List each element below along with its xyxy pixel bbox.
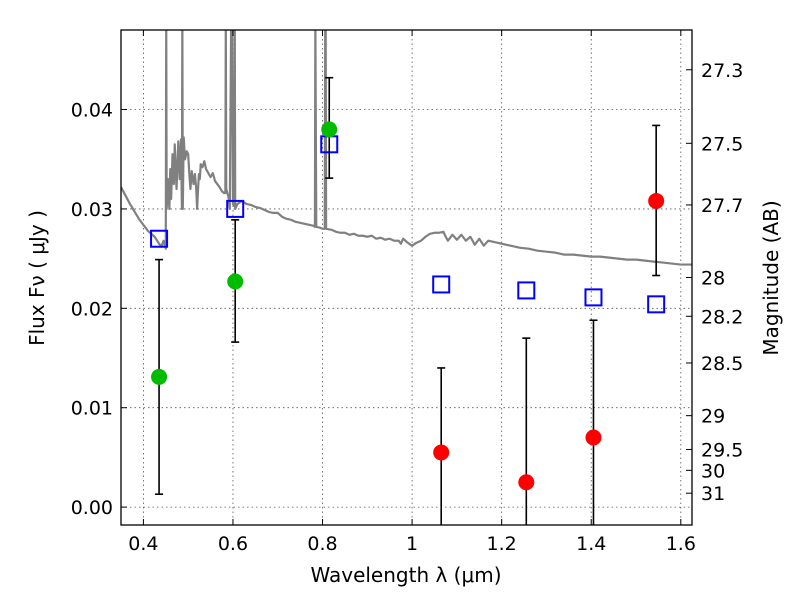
right-tick-label: 30 bbox=[701, 460, 725, 482]
right-tick-label: 28 bbox=[701, 268, 725, 290]
y-tick-label: 0.04 bbox=[71, 100, 113, 122]
right-tick-label: 27.7 bbox=[701, 195, 743, 217]
data-point bbox=[518, 474, 535, 491]
model-bandpass-square bbox=[432, 275, 451, 294]
x-tick-label: 0.8 bbox=[307, 533, 337, 555]
right-tick-label: 29.5 bbox=[701, 439, 743, 461]
data-point bbox=[648, 192, 665, 209]
model-bandpass-square bbox=[647, 295, 666, 314]
model-bandpass-square bbox=[150, 229, 169, 248]
x-axis-label: Wavelength λ (μm) bbox=[310, 563, 501, 587]
series-layer bbox=[121, 30, 692, 314]
x-tick-label: 0.4 bbox=[128, 533, 158, 555]
axis-ticks: 0.4 0.6 0.8 1 1.2 1.4 1.6 0.00 0.01 0.02 0.03 0.04 2… bbox=[71, 30, 743, 555]
x-tick-label: 1 bbox=[406, 533, 418, 555]
y-axis-label-left: Flux Fν ( μJy ) bbox=[25, 210, 49, 346]
y-tick-label: 0.01 bbox=[71, 398, 113, 420]
data-point bbox=[585, 429, 602, 446]
data-point bbox=[433, 444, 450, 461]
data-point bbox=[151, 368, 168, 385]
plot-frame bbox=[120, 29, 693, 526]
model-bandpass-square bbox=[226, 199, 245, 218]
right-tick-label: 28.5 bbox=[701, 353, 743, 375]
y-tick-label: 0.00 bbox=[71, 497, 113, 519]
errorbar-layer bbox=[151, 76, 665, 525]
right-tick-label: 28.2 bbox=[701, 306, 743, 328]
right-tick-label: 31 bbox=[701, 483, 725, 505]
right-tick-label: 29 bbox=[701, 406, 725, 428]
model-bandpass-square bbox=[584, 288, 603, 307]
model-bandpass-square bbox=[517, 281, 536, 300]
y-axis-label-right: Magnitude (AB) bbox=[759, 200, 783, 355]
right-tick-label: 27.3 bbox=[701, 60, 743, 82]
x-tick-label: 1.2 bbox=[487, 533, 517, 555]
x-tick-label: 1.6 bbox=[666, 533, 696, 555]
right-tick-label: 27.5 bbox=[701, 133, 743, 155]
y-tick-label: 0.03 bbox=[71, 199, 113, 221]
data-point bbox=[321, 121, 338, 138]
y-tick-label: 0.02 bbox=[71, 298, 113, 320]
x-tick-label: 0.6 bbox=[218, 533, 248, 555]
model-spectrum-line bbox=[121, 30, 692, 266]
x-tick-label: 1.4 bbox=[576, 533, 606, 555]
grid-lines bbox=[121, 30, 692, 525]
data-point bbox=[227, 273, 244, 290]
